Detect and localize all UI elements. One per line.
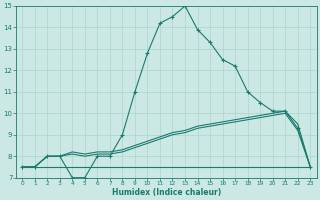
X-axis label: Humidex (Indice chaleur): Humidex (Indice chaleur) [112,188,221,197]
